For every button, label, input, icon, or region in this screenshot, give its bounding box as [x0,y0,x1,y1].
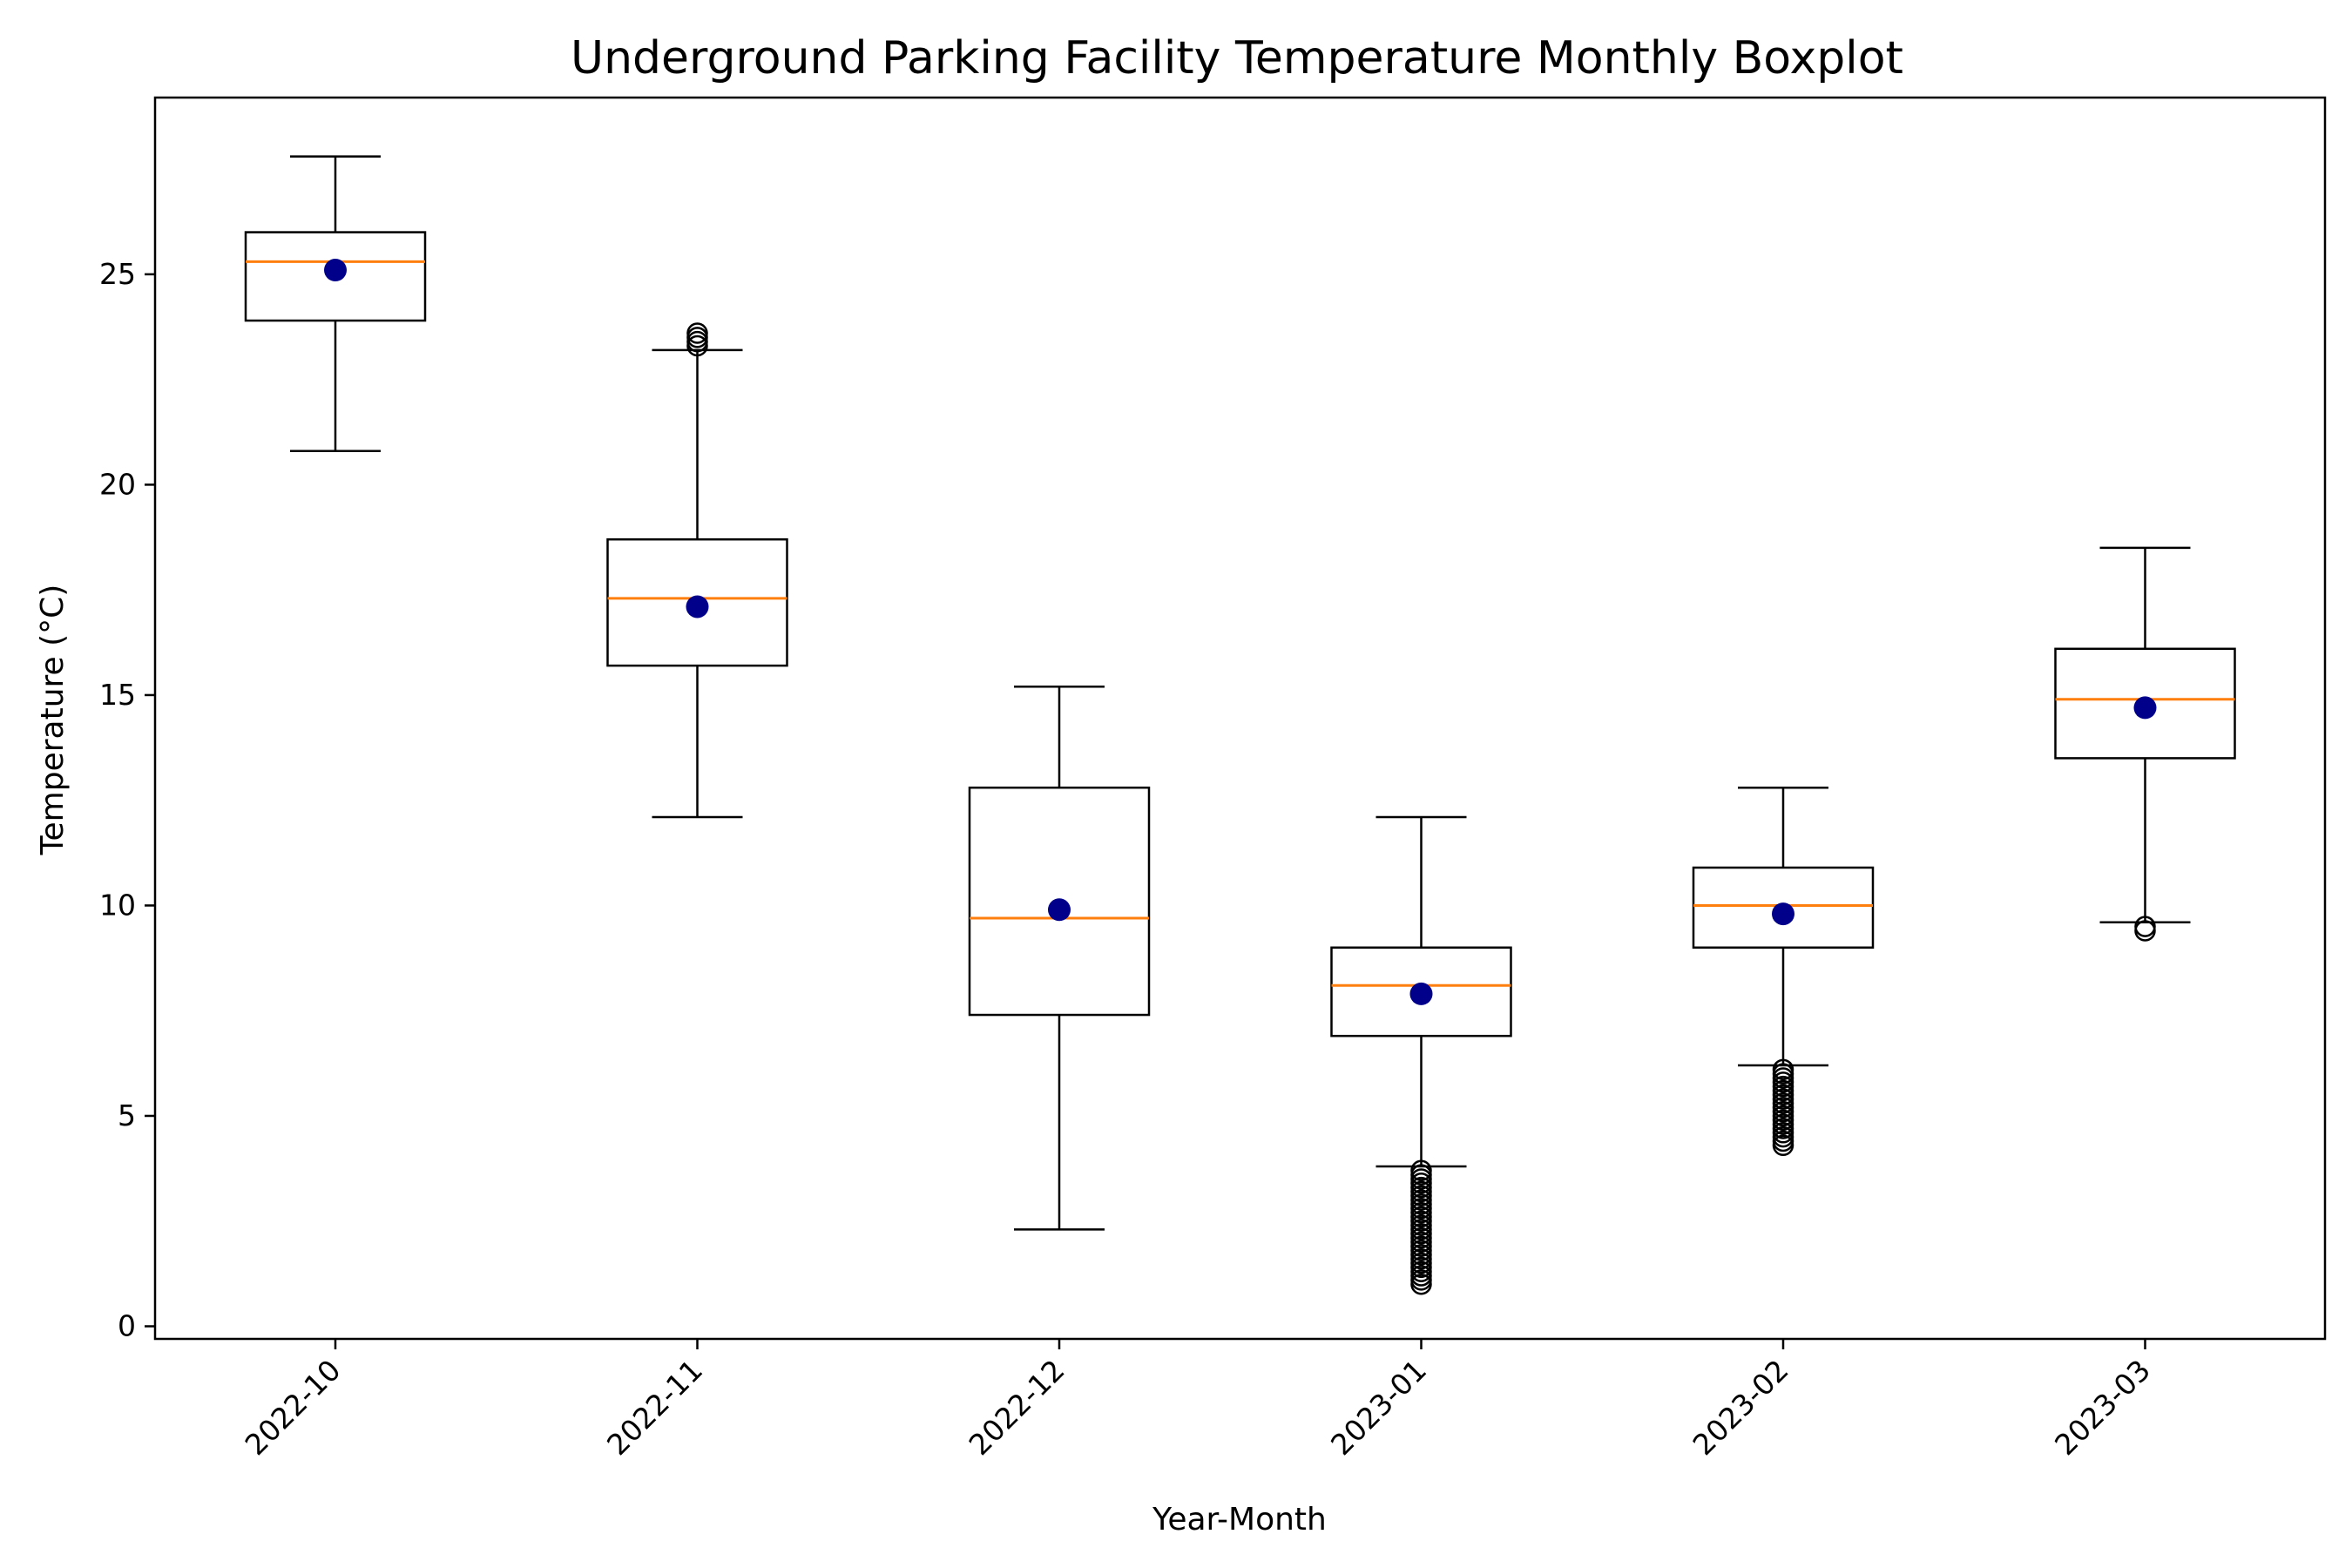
y-tick-label: 0 [118,1309,136,1343]
x-axis-label: Year-Month [1152,1502,1327,1538]
y-tick-label: 15 [99,678,136,712]
outlier-point [686,330,708,353]
mean-marker [686,595,709,618]
mean-marker [1409,982,1433,1005]
outlier-point [2134,920,2156,942]
box [1330,946,1512,1037]
box-group-2023-02 [1692,786,1875,1157]
chart-title: Underground Parking Facility Temperature… [571,32,1903,84]
x-tick-label: 2023-02 [1686,1353,1795,1462]
mean-marker [2133,696,2157,720]
outlier-point [1410,1273,1432,1295]
x-tick-label: 2023-01 [1324,1353,1433,1462]
box-group-2022-11 [606,322,788,819]
x-tick-label: 2022-10 [239,1353,348,1462]
box [244,231,427,322]
y-tick-label: 25 [99,257,136,291]
y-axis: 0 5 10 15 20 25 [99,257,155,1343]
x-tick-label: 2022-12 [963,1353,1071,1462]
box [2054,647,2236,760]
outlier-point [2134,916,2156,937]
box-group-2023-03 [2054,546,2236,942]
outlier-point [686,327,708,348]
x-tick-label: 2022-11 [600,1353,709,1462]
mean-marker [324,259,347,282]
outlier-point [686,322,708,344]
y-tick-label: 20 [99,467,136,501]
plot-frame [153,96,2327,1341]
box [606,537,788,667]
box [1692,866,1875,950]
box-group-2022-10 [244,155,427,453]
x-axis: 2022-10 2022-11 2022-12 2023-01 2023-02 2023-… [239,1339,2157,1462]
x-tick-label: 2023-03 [2048,1353,2157,1462]
y-tick-label: 5 [118,1098,136,1132]
box-group-2023-01 [1330,815,1512,1295]
mean-marker [1772,902,1794,926]
plot-area [244,155,2236,1295]
box-group-2022-12 [968,686,1151,1231]
outlier-point [1772,1134,1794,1157]
mean-marker [1048,898,1071,922]
box [968,786,1151,1017]
y-tick-label: 10 [99,888,136,922]
y-axis-label: Temperature (°C) [35,585,71,856]
